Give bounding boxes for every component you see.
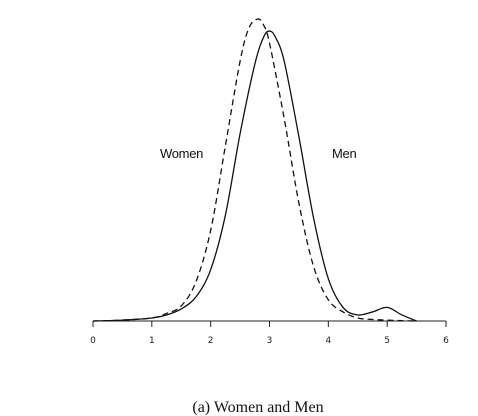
annotation-women: Women [160, 146, 203, 161]
x-axis: 0 1 2 3 4 5 6 [90, 321, 449, 346]
x-tick-label-2: 2 [208, 336, 214, 346]
annotation-men: Men [332, 146, 356, 161]
x-tick-label-6: 6 [443, 336, 449, 346]
chart-caption: (a) Women and Men [192, 399, 323, 416]
series-group [93, 19, 417, 321]
x-tick-label-3: 3 [267, 336, 273, 346]
series-line-men [93, 31, 417, 321]
x-tick-label-1: 1 [149, 336, 155, 346]
x-tick-label-5: 5 [384, 336, 390, 346]
x-tick-label-0: 0 [90, 336, 96, 346]
x-tick-label-4: 4 [325, 336, 331, 346]
